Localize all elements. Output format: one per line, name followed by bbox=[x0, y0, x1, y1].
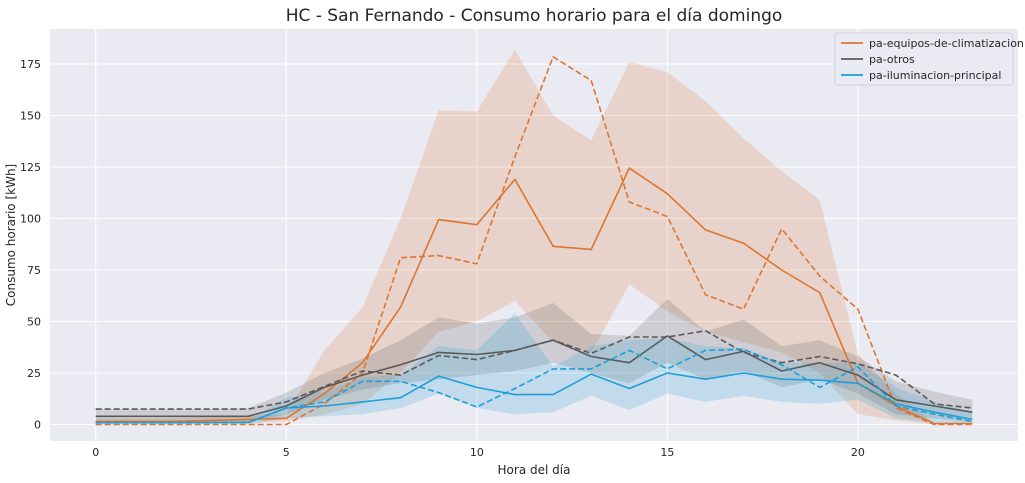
legend-entry: pa-otros bbox=[869, 53, 915, 66]
x-tick-label: 10 bbox=[470, 446, 484, 459]
y-tick-label: 150 bbox=[20, 110, 41, 123]
dashed-line-pa-equipos-de-climatizacion bbox=[95, 55, 973, 426]
y-tick-label: 50 bbox=[27, 316, 41, 329]
y-tick-label: 25 bbox=[27, 367, 41, 380]
dashed-line-pa-otros bbox=[95, 329, 973, 410]
legend-entry: pa-iluminacion-principal bbox=[869, 69, 1001, 82]
y-tick-label: 125 bbox=[20, 161, 41, 174]
dashed-line-pa-iluminacion-principal bbox=[95, 348, 973, 424]
plot-background bbox=[50, 29, 1018, 441]
y-tick-label: 0 bbox=[34, 419, 41, 432]
legend: pa-equipos-de-climatizacion pa-otros pa-il… bbox=[834, 32, 1024, 86]
y-tick-label: 175 bbox=[20, 58, 41, 71]
y-tick-label: 100 bbox=[20, 213, 41, 226]
grid-lines bbox=[50, 29, 1018, 441]
x-axis-label: Hora del día bbox=[498, 463, 571, 477]
band-pa-iluminacion-principal bbox=[95, 313, 973, 425]
y-tick-label: 75 bbox=[27, 264, 41, 277]
legend-box bbox=[834, 32, 1014, 86]
y-tick-labels: 0 25 50 75 100 125 150 175 bbox=[20, 58, 41, 432]
line-pa-equipos-de-climatizacion bbox=[95, 167, 973, 425]
chart-title: HC - San Fernando - Consumo horario para… bbox=[286, 6, 783, 26]
x-tick-labels: 0 5 10 15 20 bbox=[92, 446, 865, 459]
y-axis-label: Consumo horario [kWh] bbox=[4, 164, 18, 306]
legend-entry: pa-equipos-de-climatizacion bbox=[869, 37, 1024, 50]
band-pa-equipos-de-climatizacion bbox=[95, 49, 973, 425]
x-tick-label: 0 bbox=[92, 446, 99, 459]
x-tick-label: 15 bbox=[660, 446, 674, 459]
x-tick-label: 5 bbox=[283, 446, 290, 459]
x-tick-label: 20 bbox=[851, 446, 865, 459]
series-lines bbox=[95, 55, 973, 426]
